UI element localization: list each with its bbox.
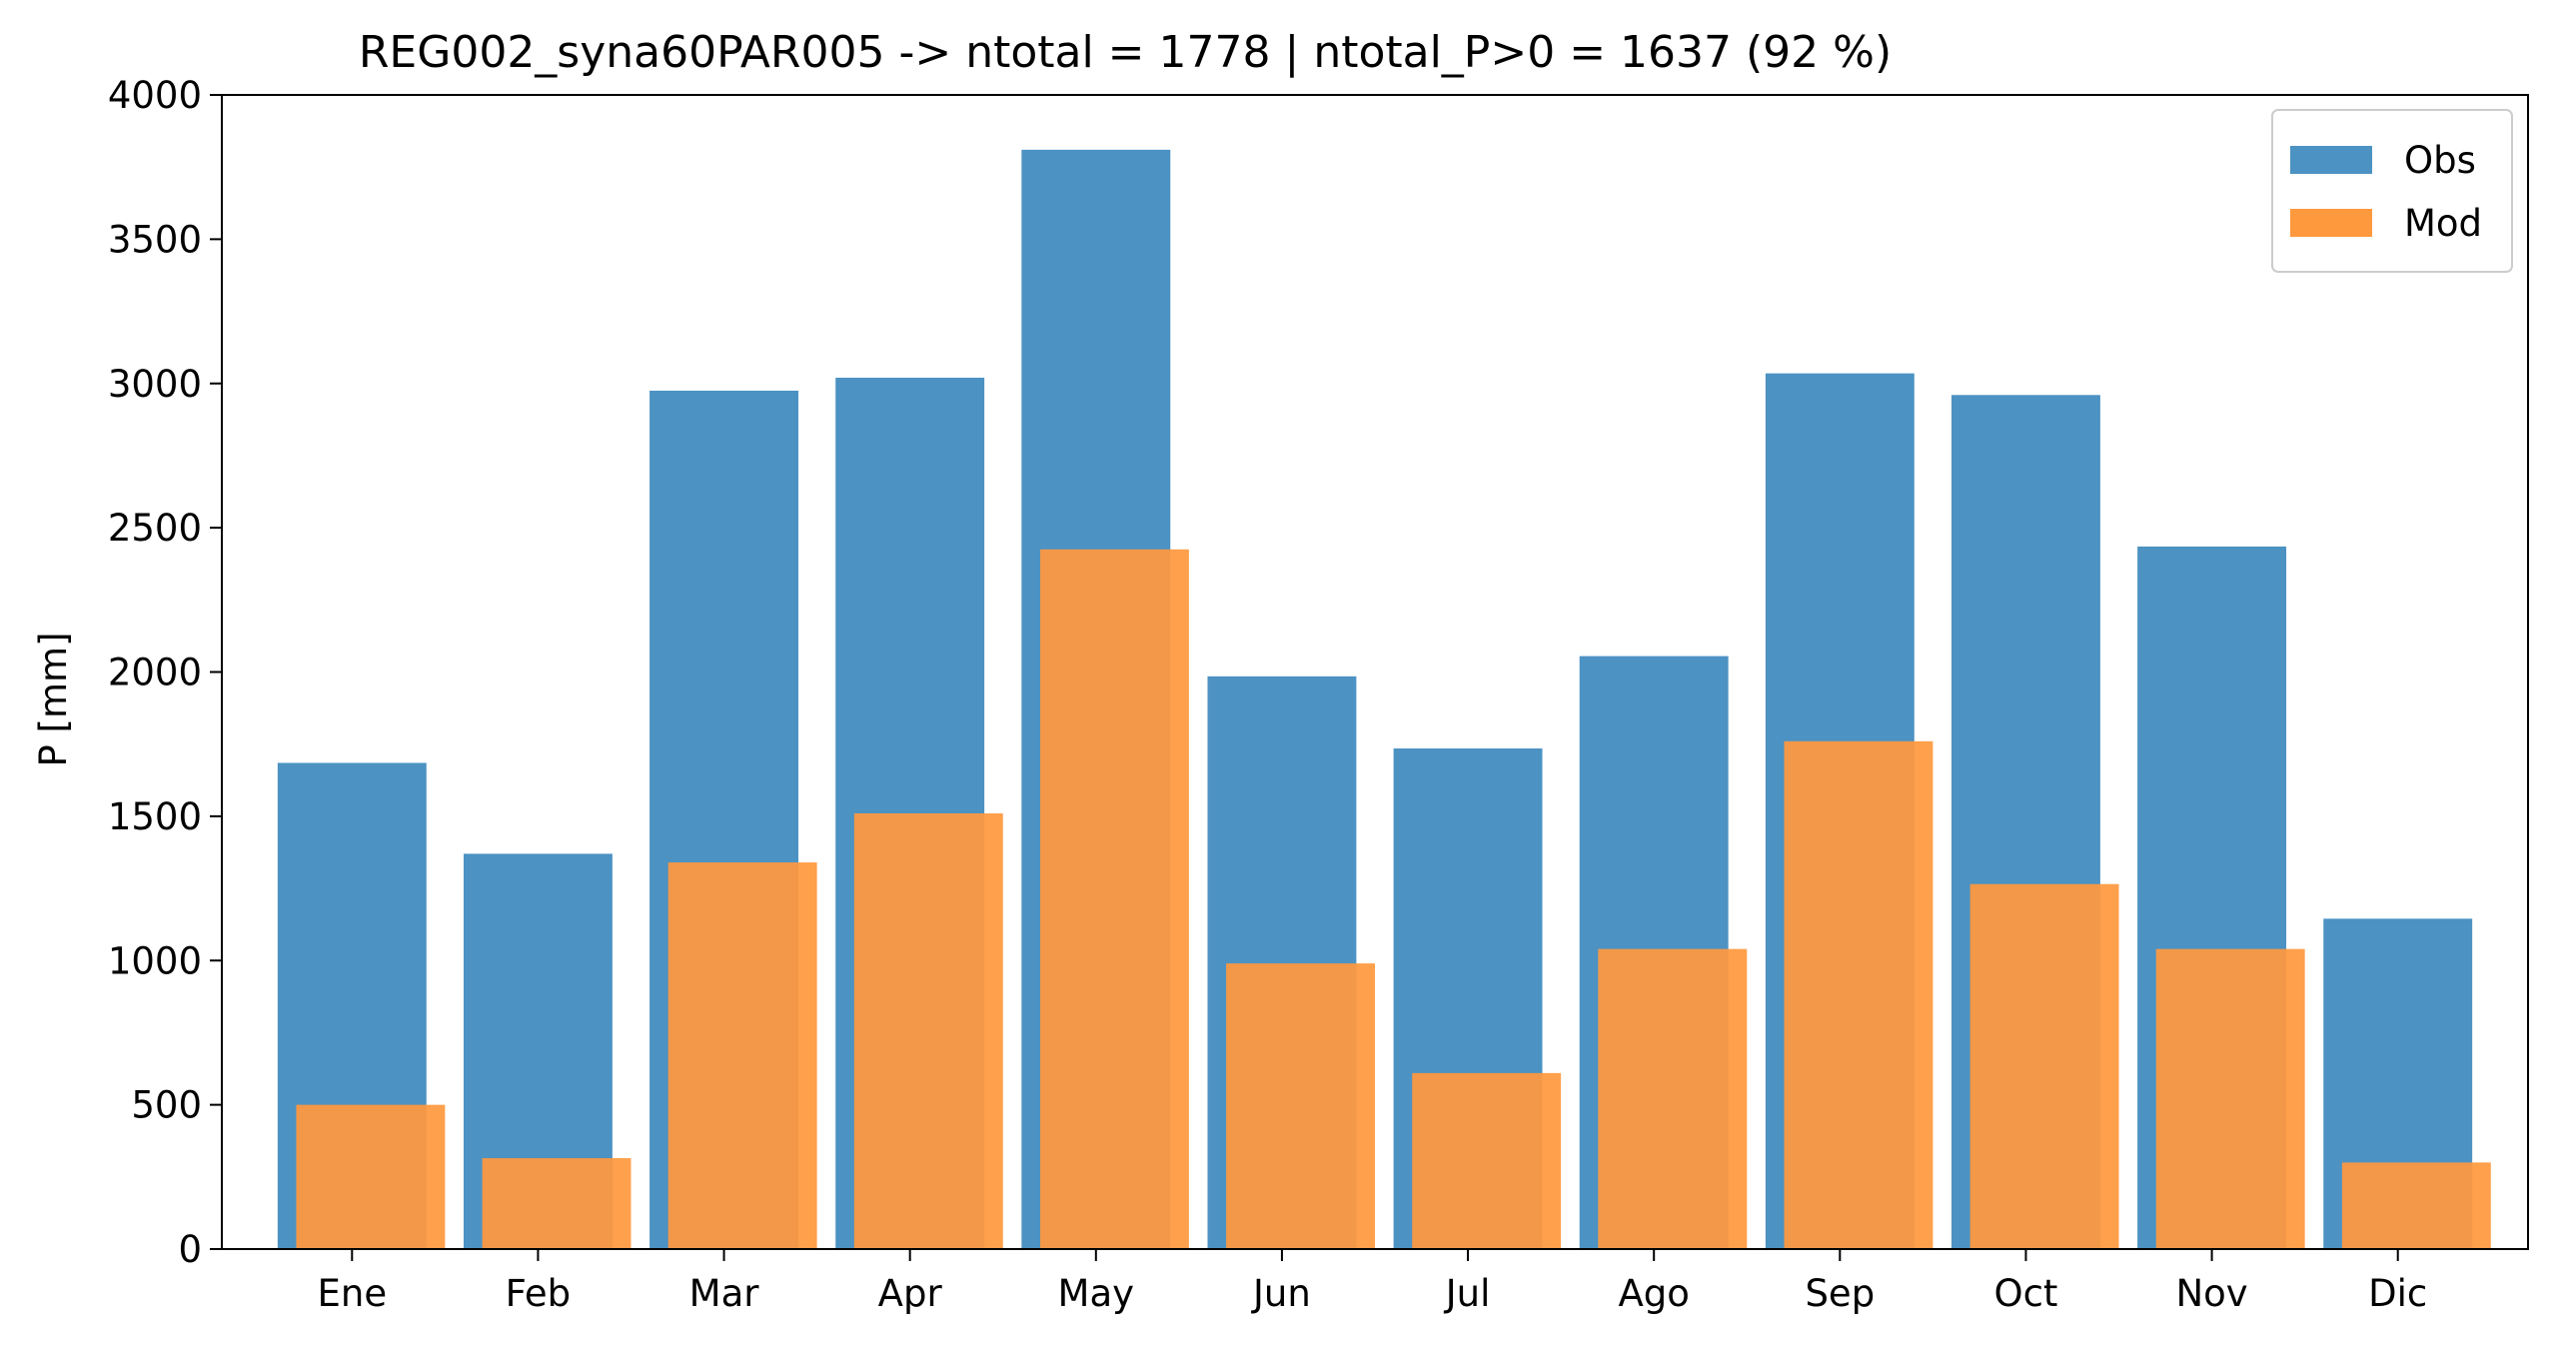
bar-mod-ene (296, 1104, 446, 1249)
bar-mod-jul (1412, 1072, 1562, 1249)
legend-label-mod: Mod (2404, 202, 2482, 245)
x-tick-label-sep: Sep (1805, 1272, 1875, 1315)
bars-group (277, 149, 2491, 1250)
x-tick-label-ene: Ene (317, 1272, 387, 1315)
bar-mod-apr (853, 812, 1003, 1249)
y-tick-label: 1000 (108, 939, 202, 982)
y-tick-label: 500 (131, 1084, 202, 1127)
x-tick-label-jul: Jul (1444, 1272, 1491, 1315)
bar-mod-sep (1784, 740, 1933, 1249)
x-tick-label-ago: Ago (1618, 1272, 1689, 1315)
x-tick-label-may: May (1058, 1272, 1135, 1315)
bar-mod-jun (1226, 963, 1375, 1249)
legend: Obs Mod (2271, 109, 2513, 273)
y-tick-label: 4000 (108, 74, 202, 117)
x-tick-label-apr: Apr (878, 1272, 943, 1315)
legend-swatch-obs (2290, 146, 2372, 174)
chart-title: REG002_syna60PAR005 -> ntotal = 1778 | n… (359, 27, 1892, 78)
x-tick-label-mar: Mar (689, 1272, 760, 1315)
x-tick-label-nov: Nov (2175, 1272, 2247, 1315)
y-tick-label: 0 (178, 1228, 202, 1271)
bar-mod-may (1039, 549, 1189, 1249)
y-axis-label: P [mm] (32, 632, 75, 766)
ticks-group: 0 500 1000 1500 2000 2500 3000 3500 4000 Ene Feb Ma… (108, 74, 2427, 1315)
bar-mod-oct (1969, 883, 2119, 1249)
x-tick-label-jun: Jun (1251, 1272, 1311, 1315)
y-tick-label: 2500 (108, 507, 202, 550)
bar-mod-feb (482, 1158, 632, 1249)
y-tick-label: 3500 (108, 218, 202, 261)
x-tick-label-oct: Oct (1993, 1272, 2057, 1315)
bar-mod-ago (1598, 948, 1748, 1249)
legend-box (2271, 109, 2513, 273)
bar-mod-nov (2155, 948, 2305, 1249)
y-tick-label: 2000 (108, 652, 202, 694)
legend-swatch-mod (2290, 209, 2372, 237)
legend-label-obs: Obs (2404, 139, 2476, 182)
x-tick-label-feb: Feb (506, 1272, 572, 1315)
x-tick-label-dic: Dic (2368, 1272, 2427, 1315)
y-tick-label: 1500 (108, 795, 202, 838)
bar-mod-mar (667, 862, 817, 1249)
y-tick-label: 3000 (108, 363, 202, 406)
bar-mod-dic (2341, 1162, 2491, 1249)
